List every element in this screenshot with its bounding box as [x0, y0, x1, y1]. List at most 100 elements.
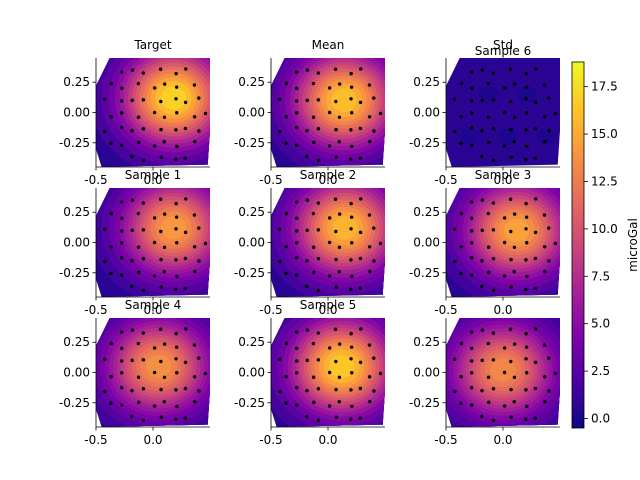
sensor-point: [542, 83, 547, 87]
sensor-point: [543, 399, 547, 404]
sensor-point: [459, 341, 464, 346]
sensor-point: [486, 245, 491, 249]
sensor-point: [305, 259, 309, 263]
contour-level: [497, 128, 518, 145]
sensor-point: [350, 371, 354, 375]
sensor-point: [480, 259, 484, 263]
contour-level: [516, 86, 537, 103]
sensor-point: [141, 228, 146, 232]
sensor-point: [534, 67, 538, 71]
sensor-point: [277, 357, 282, 361]
sensor-point: [174, 388, 178, 392]
sensor-point: [152, 240, 157, 245]
y-tick-label: -0.25: [59, 136, 90, 150]
sensor-point: [542, 245, 547, 249]
sensor-point: [469, 371, 474, 375]
subplot-title: Sample 4: [125, 298, 181, 312]
sensor-point: [159, 359, 163, 364]
sensor-point: [333, 327, 338, 331]
sensor-point: [452, 227, 457, 231]
subplot-axes: 0.25 0.00 -0.25 -0.5 0.0: [409, 58, 560, 187]
sensor-point: [508, 67, 513, 71]
y-tick-label: -0.25: [409, 396, 440, 410]
sensor-point: [192, 375, 197, 379]
sensor-point: [136, 375, 141, 379]
sensor-point: [316, 71, 321, 75]
sensor-point: [533, 360, 538, 365]
sensor-point: [294, 256, 299, 260]
sensor-point: [524, 201, 528, 206]
sensor-point: [547, 96, 551, 100]
sensor-point: [162, 245, 167, 249]
colorbar-tick-label: 2.5: [591, 364, 610, 378]
sensor-point: [349, 85, 354, 89]
sensor-point: [130, 98, 134, 103]
y-tick-label: 0.00: [413, 106, 440, 120]
sensor-point: [469, 346, 474, 350]
sensor-point: [509, 99, 513, 104]
sensor-point: [533, 416, 537, 420]
sensor-point: [294, 371, 299, 375]
sensor-point: [543, 139, 547, 144]
sensor-point: [547, 226, 551, 230]
sensor-point: [534, 327, 538, 331]
subplot-panel: 0.25 0.00 -0.25 -0.5 0.0: [409, 318, 560, 447]
sensor-point: [102, 97, 107, 101]
contour-level: [160, 86, 187, 110]
sensor-point: [174, 157, 178, 162]
sensor-point: [327, 86, 332, 90]
sensor-point: [469, 273, 474, 277]
sensor-point: [119, 403, 124, 407]
contour-fill: [446, 318, 560, 427]
sensor-point: [294, 330, 299, 334]
sensor-point: [337, 375, 342, 379]
sensor-point: [316, 98, 321, 102]
sensor-points: [452, 327, 558, 423]
sensor-point: [502, 370, 507, 375]
x-tick-label: 0.0: [143, 433, 162, 447]
sensor-point: [469, 241, 474, 245]
sensor-point: [109, 114, 113, 119]
sensor-point: [480, 389, 484, 393]
sensor-point: [102, 227, 107, 231]
sensor-point: [524, 215, 529, 219]
sensor-point: [277, 227, 282, 231]
sensor-point: [152, 86, 157, 90]
sensor-point: [305, 129, 309, 133]
sensor-point: [359, 327, 363, 331]
sensor-point: [119, 229, 124, 233]
sensor-point: [175, 111, 179, 115]
sensor-point: [175, 241, 179, 245]
sensor-point: [349, 357, 353, 361]
sensor-point: [349, 331, 353, 336]
sensor-point: [152, 216, 157, 220]
sensor-point: [480, 154, 484, 159]
sensor-point: [162, 400, 166, 404]
sensor-point: [367, 343, 372, 347]
sensor-point: [305, 98, 309, 103]
sensor-point: [469, 256, 474, 260]
sensor-point: [103, 389, 107, 394]
sensor-point: [349, 258, 353, 262]
sensor-point: [162, 270, 166, 274]
sensor-point: [337, 400, 341, 404]
sensor-point: [294, 359, 299, 363]
sensor-point: [547, 129, 551, 133]
sensor-point: [183, 230, 188, 235]
sensor-point: [547, 389, 551, 393]
subplot-title: Mean: [312, 38, 345, 52]
sensor-point: [312, 270, 316, 275]
sensor-point: [378, 241, 383, 246]
sensor-point: [203, 371, 208, 376]
sensor-point: [349, 417, 353, 422]
sensor-point: [547, 356, 551, 360]
sensor-point: [358, 230, 363, 235]
sensor-point: [174, 85, 179, 89]
sensor-point: [533, 126, 538, 131]
sensor-point: [174, 71, 178, 76]
sensor-point: [509, 257, 513, 262]
sensor-point: [294, 126, 299, 130]
sensor-point: [337, 342, 342, 346]
